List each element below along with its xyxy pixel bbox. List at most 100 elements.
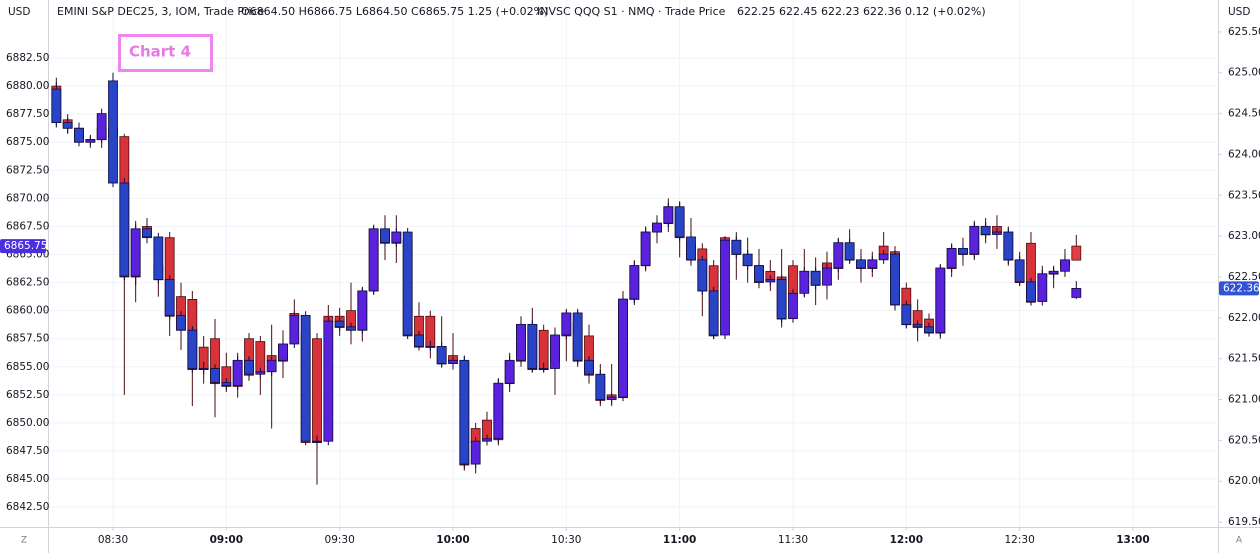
currency-label: USD [1228, 6, 1250, 18]
candle-body [1026, 281, 1036, 302]
candle-body [504, 359, 515, 384]
x-tick-label: 13:00 [1116, 534, 1149, 546]
legend-name: EMINI S&P DEC25, 3, IOM, Trade Price [57, 5, 264, 18]
candle-body [368, 228, 379, 292]
candle-body [1003, 231, 1014, 261]
candle-body [606, 396, 617, 400]
candle-body [572, 312, 583, 361]
candle-body [663, 206, 674, 224]
candle-body [221, 381, 232, 387]
corner-label[interactable]: Z [21, 536, 27, 546]
candle-body [51, 88, 62, 123]
corner-label[interactable]: A [1236, 536, 1243, 546]
y-tick-label: 6867.50 [6, 220, 49, 232]
candle-body [244, 359, 254, 375]
candle-body [674, 206, 685, 238]
y2-tick-label: 624.50 [1228, 108, 1260, 120]
currency-label: USD [8, 6, 30, 18]
candle-body [844, 242, 855, 261]
candle-body [96, 113, 107, 141]
legend-summary: O6864.50 H6866.75 L6864.50 C6865.75 1.25… [241, 5, 548, 18]
y-tick-label: 6862.50 [6, 277, 49, 289]
candle-body [595, 373, 606, 400]
candle-body [266, 359, 277, 373]
candle-body [153, 236, 164, 280]
y-tick-label: 6842.50 [6, 501, 49, 513]
candle-body [969, 225, 980, 255]
candle-body [833, 242, 844, 269]
candle-body [1048, 270, 1059, 275]
candle-body [1037, 273, 1048, 302]
y2-tick-label: 622.50 [1228, 271, 1260, 283]
candle-body [516, 323, 526, 361]
x-tick-label: 10:30 [551, 534, 581, 546]
y-tick-label: 6880.00 [6, 80, 49, 92]
y-tick-label: 6855.00 [6, 361, 49, 373]
x-tick-label: 09:30 [325, 534, 355, 546]
candle-body [459, 359, 470, 465]
candle-body [74, 127, 84, 143]
x-tick-label: 12:00 [890, 534, 923, 546]
candle-body [822, 267, 832, 286]
last-price-label: 622.36 [1223, 282, 1260, 294]
candle-body [482, 438, 492, 442]
candle-body [584, 359, 594, 375]
x-tick-label: 11:30 [778, 534, 808, 546]
legend-name: INVSC QQQ S1 · NMQ · Trade Price [537, 5, 726, 18]
candle-body [198, 368, 209, 370]
candle-body [119, 182, 130, 277]
x-tick-label: 10:00 [436, 534, 469, 546]
candle-body [720, 239, 730, 336]
grid [48, 0, 1218, 527]
candle-body [255, 371, 266, 375]
last-price-tag [1219, 281, 1259, 296]
candle-body [980, 225, 991, 235]
candle-body [414, 334, 424, 347]
y-tick-label: 6847.50 [6, 445, 49, 457]
candle-body [108, 80, 118, 184]
candle-body [765, 279, 776, 283]
candle-body [935, 267, 946, 333]
candle-body [867, 259, 878, 269]
legend-summary: 622.25 622.45 622.23 622.36 0.12 (+0.02%… [737, 5, 986, 18]
candle-body [346, 326, 356, 331]
candle-body [618, 298, 628, 398]
y2-tick-label: 620.50 [1228, 434, 1260, 446]
y2-tick-label: 619.50 [1228, 516, 1260, 528]
annotation: Chart 4 [118, 34, 213, 72]
candle-body [901, 304, 912, 325]
candle-body [788, 292, 798, 320]
candle-body [210, 368, 220, 383]
candle-body [357, 290, 368, 331]
candle-body [754, 265, 764, 283]
candle-body [142, 228, 152, 238]
candle-body [640, 231, 651, 266]
candles [51, 72, 1082, 485]
candle-body [946, 247, 957, 269]
y-tick-label: 6850.00 [6, 417, 49, 429]
last-price-label: 6865.75 [4, 240, 47, 252]
x-tick-label: 12:30 [1005, 534, 1035, 546]
candle-body [85, 139, 96, 143]
candle-body [561, 312, 572, 336]
candle-body [652, 222, 662, 233]
y2-tick-label: 625.50 [1228, 26, 1260, 38]
y2-tick-label: 621.50 [1228, 353, 1260, 365]
candle-body [493, 382, 504, 440]
candle-body [470, 440, 481, 465]
candle-body [334, 320, 345, 328]
y-tick-label: 6845.00 [6, 473, 49, 485]
candle-body [62, 122, 73, 129]
y2-tick-label: 624.00 [1228, 148, 1260, 160]
candle-body [890, 253, 900, 306]
y2-tick-label: 623.50 [1228, 189, 1260, 201]
candle-body [810, 270, 821, 286]
y2-tick-label: 622.00 [1228, 312, 1260, 324]
candle-body [550, 334, 560, 369]
candle-body [425, 346, 436, 348]
candle-body [629, 265, 640, 300]
candle-body [697, 259, 708, 292]
candle-body [448, 359, 458, 364]
